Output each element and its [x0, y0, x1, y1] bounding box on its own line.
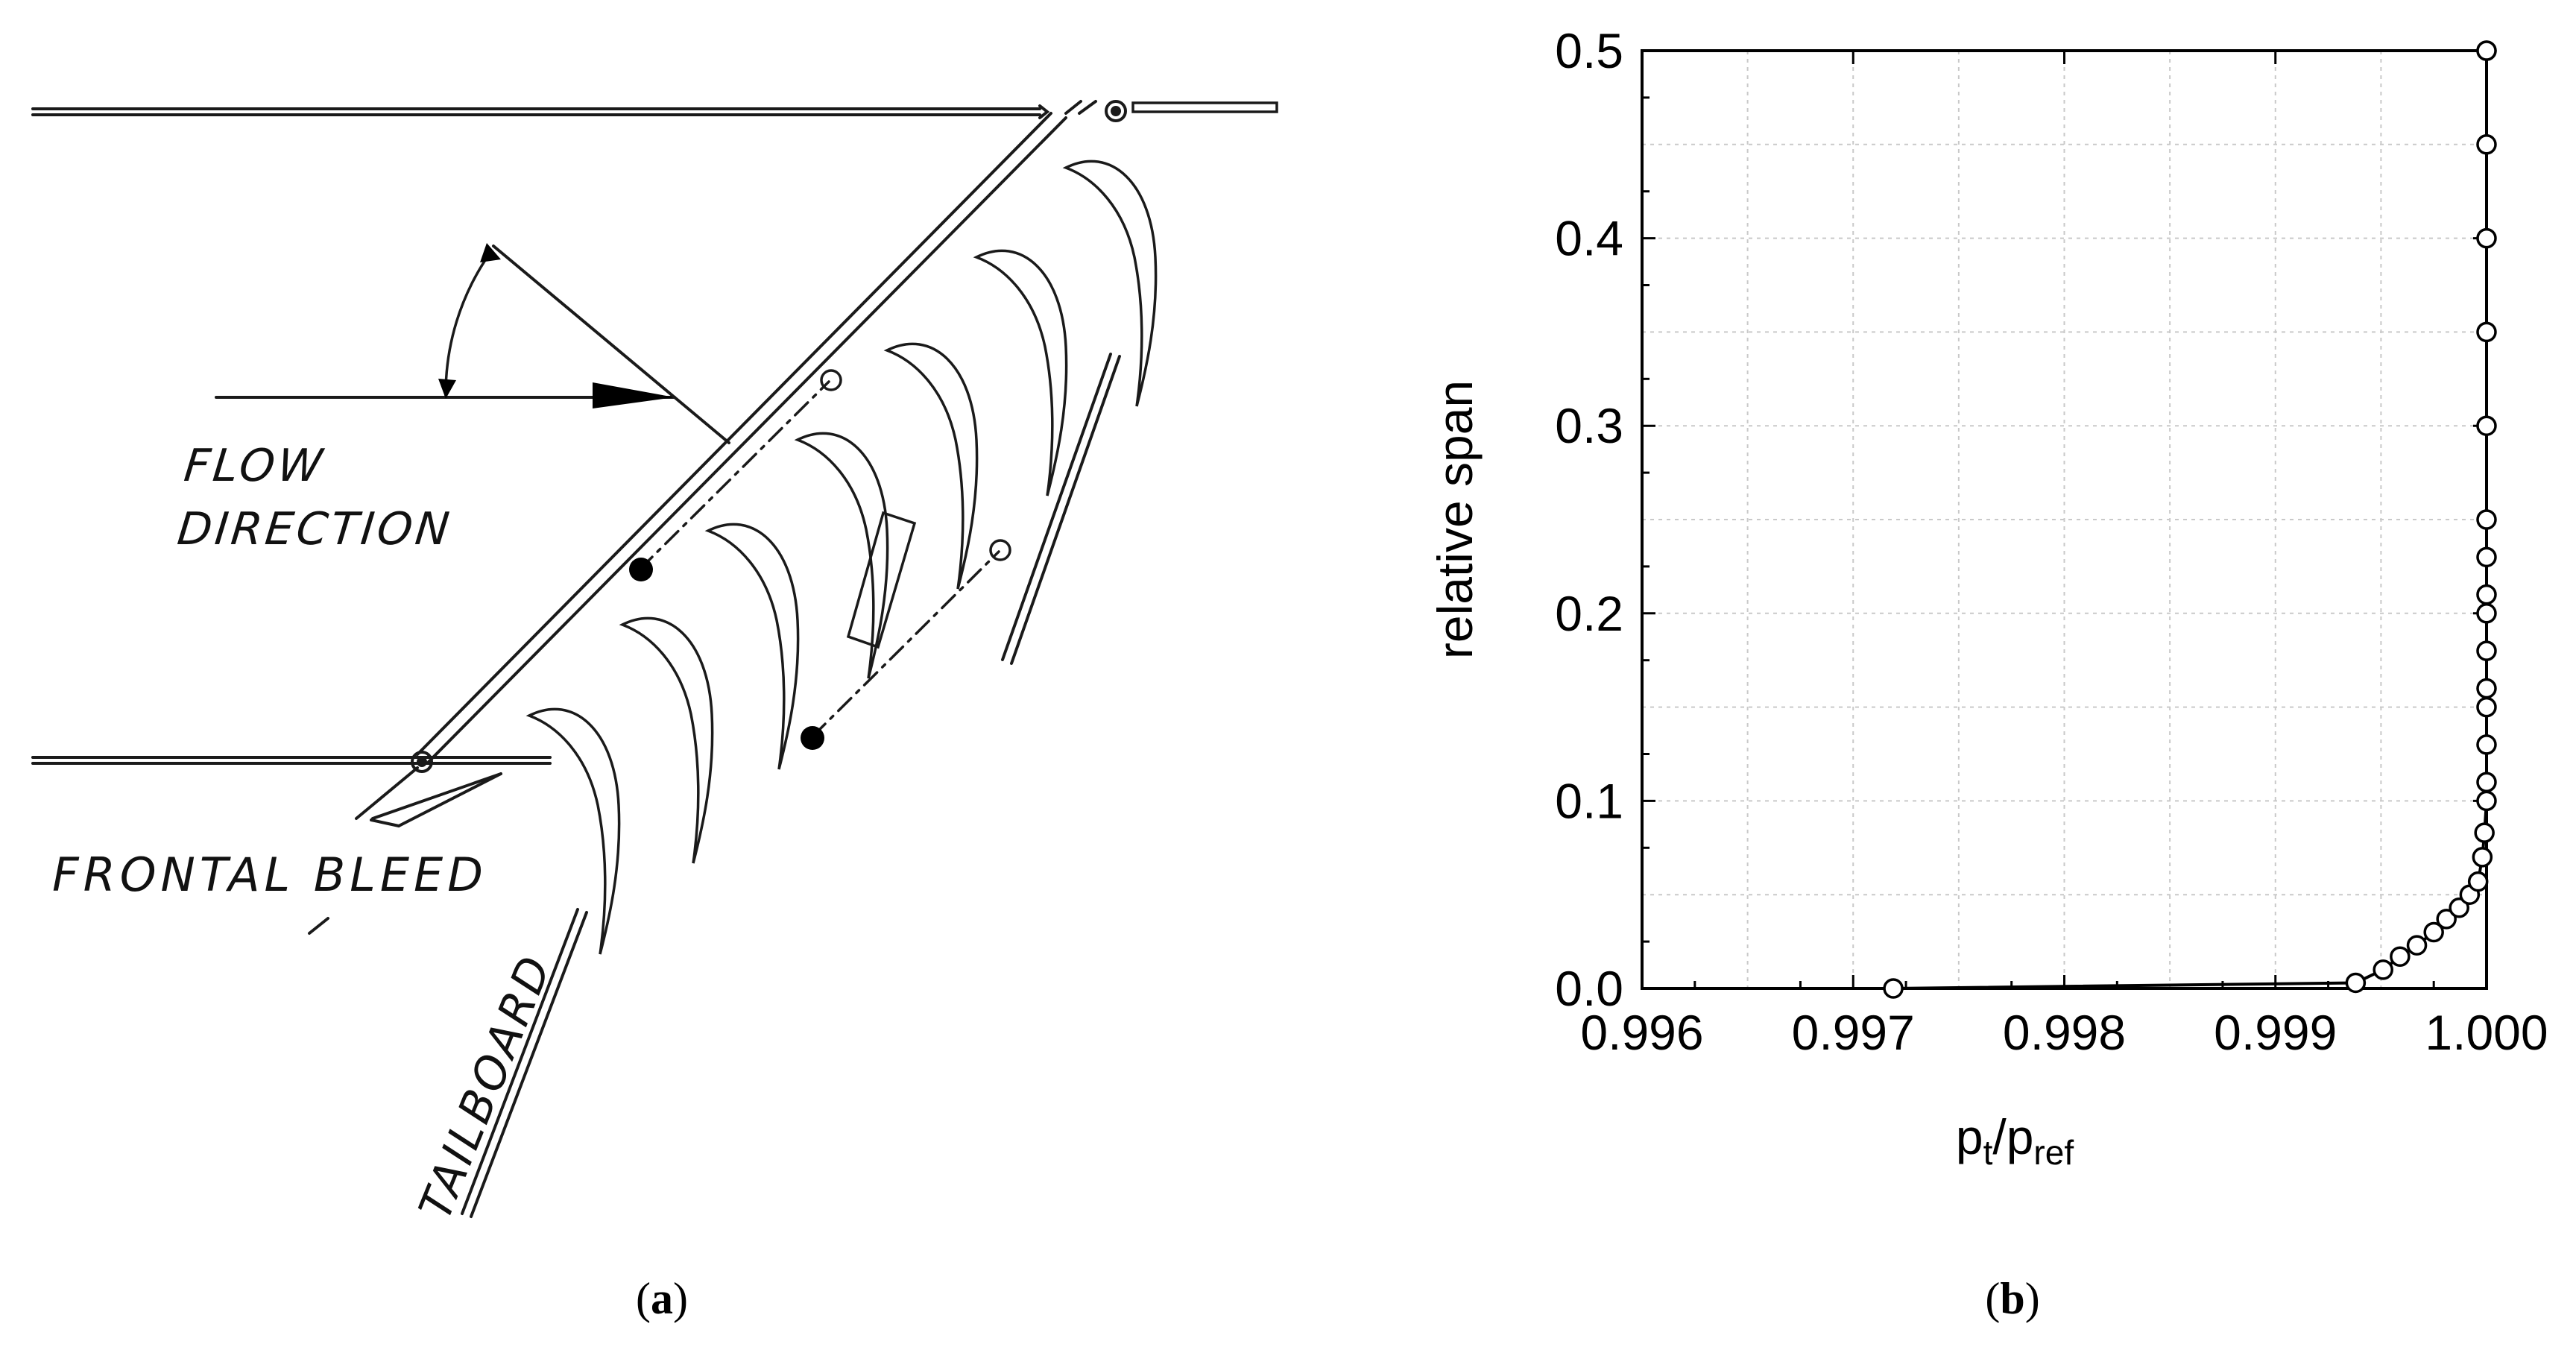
blade — [794, 432, 889, 679]
blade — [704, 523, 800, 770]
probe-block — [846, 511, 917, 649]
flow-direction-label-line1: FLOW — [182, 440, 328, 492]
data-point — [2476, 415, 2497, 436]
data-point — [2436, 909, 2457, 930]
panel-b-caption: (b) — [1985, 1274, 2039, 1323]
blade — [883, 342, 979, 590]
data-point — [1883, 978, 1904, 999]
data-point — [2467, 871, 2489, 892]
top-endwall — [31, 101, 1278, 119]
bottom-endwall — [31, 756, 552, 765]
data-point — [2373, 959, 2393, 980]
data-point — [2476, 546, 2497, 568]
series-markers — [1883, 40, 2497, 999]
y-tick-label: 0.2 — [1555, 586, 1623, 641]
x-tick-labels: 0.996 0.997 0.998 0.999 1.000 — [1580, 1005, 2548, 1060]
data-point — [2476, 584, 2497, 605]
total-pressure-profile-chart: 0.996 0.997 0.998 0.999 1.000 0.00.10.20.30.… — [1427, 23, 2548, 1172]
y-tick-label: 0.4 — [1555, 211, 1623, 266]
x-tick-label: 1.000 — [2425, 1005, 2548, 1060]
frontal-bleed-wedge — [308, 766, 502, 935]
data-point — [2476, 227, 2497, 249]
upper-outlet-wall — [1001, 353, 1121, 665]
data-point — [2390, 946, 2411, 967]
y-tick-label: 0.5 — [1555, 23, 1623, 78]
x-axis-label: pt/pref — [1956, 1109, 2074, 1172]
data-point — [2472, 847, 2493, 868]
x-tick-label: 0.996 — [1580, 1005, 1703, 1060]
data-point — [2476, 772, 2497, 792]
y-tick-label: 0.1 — [1555, 773, 1623, 828]
data-point — [2476, 603, 2497, 624]
cascade-schematic — [31, 100, 1278, 1218]
panel-a-caption: (a) — [636, 1274, 688, 1323]
data-point — [2476, 696, 2497, 718]
data-point — [2476, 790, 2497, 812]
data-point — [2406, 935, 2428, 956]
data-point — [2423, 921, 2444, 943]
data-point — [2476, 509, 2497, 530]
probe-traverse-lower — [801, 539, 1011, 750]
data-point — [2476, 678, 2497, 699]
blade — [973, 249, 1068, 496]
blade — [1062, 160, 1158, 407]
blade — [619, 616, 714, 864]
x-tick-label: 0.998 — [2003, 1005, 2126, 1060]
data-point — [2476, 40, 2497, 61]
y-tick-label: 0.0 — [1555, 961, 1623, 1016]
data-point — [2476, 734, 2497, 755]
y-tick-label: 0.3 — [1555, 398, 1623, 453]
data-point — [2476, 321, 2497, 343]
blade — [525, 707, 621, 955]
probe-traverse-upper — [629, 369, 842, 581]
data-point — [2345, 972, 2367, 994]
x-tick-label: 0.999 — [2214, 1005, 2337, 1060]
flow-direction-label-line2: DIRECTION — [175, 503, 455, 555]
tailboard-wall — [461, 908, 588, 1218]
chart-grid — [1642, 51, 2487, 988]
x-tick-label: 0.997 — [1792, 1005, 1915, 1060]
blade-cascade — [525, 160, 1158, 955]
frontal-bleed-label: FRONTAL BLEED — [52, 848, 487, 902]
y-tick-labels: 0.0 0.1 0.2 0.3 0.4 0.5 — [1555, 23, 1623, 1016]
tailboard-label: TAILBOARD — [409, 947, 563, 1226]
y-axis-label: relative span — [1427, 380, 1483, 659]
data-point — [2476, 640, 2497, 661]
hinge-top — [1105, 100, 1127, 122]
axis-ticks — [1641, 49, 2488, 990]
data-point — [2474, 822, 2495, 843]
inlet-wall — [416, 100, 1097, 763]
data-point — [2449, 898, 2469, 918]
hinge-bottom — [411, 751, 433, 773]
flow-direction-arrow — [215, 243, 730, 444]
data-point — [2476, 134, 2497, 155]
